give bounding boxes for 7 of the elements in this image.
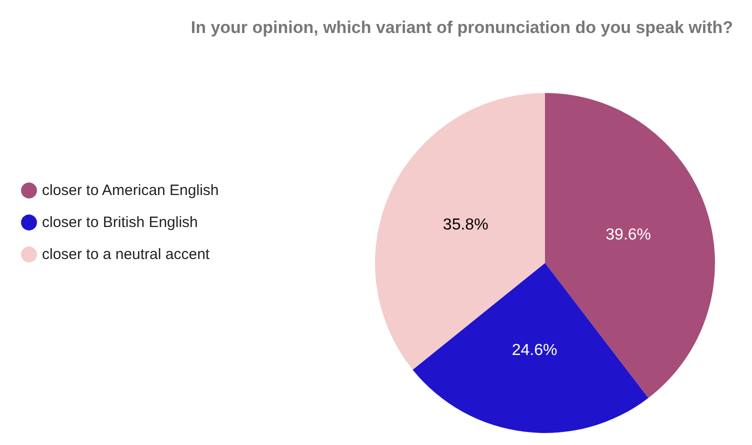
legend-label: closer to American English — [42, 182, 219, 199]
chart-title: In your opinion, which variant of pronunciation do you speak with? — [190, 18, 733, 37]
data-label: 24.6% — [512, 342, 558, 359]
legend-label: closer to British English — [42, 214, 198, 231]
data-label: 35.8% — [442, 216, 488, 234]
data-label: 39.6% — [606, 226, 652, 244]
legend-label: closer to a neutral accent — [42, 246, 210, 263]
